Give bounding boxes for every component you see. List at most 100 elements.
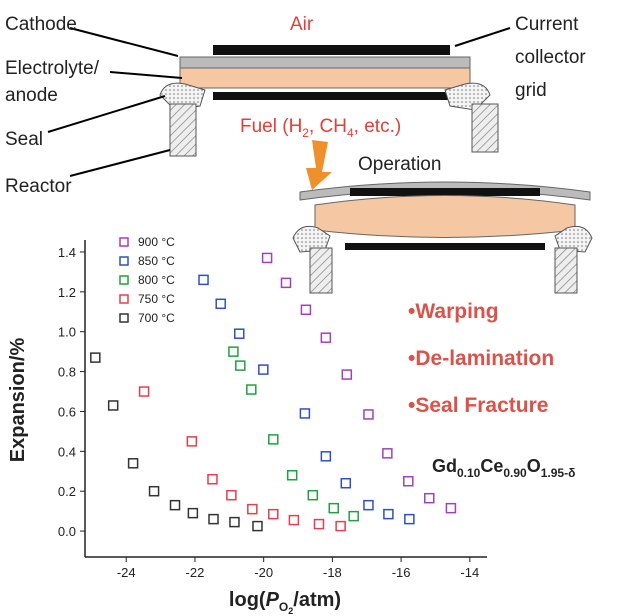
point bbox=[109, 401, 118, 410]
legend-swatch bbox=[120, 238, 128, 246]
text: Fuel (H bbox=[240, 116, 302, 137]
annotation: •Warping bbox=[408, 300, 499, 323]
y-tick-label: 1.0 bbox=[58, 325, 76, 340]
point bbox=[404, 477, 413, 486]
text: Gd bbox=[432, 456, 457, 476]
legend-label: 800 °C bbox=[138, 273, 175, 287]
legend-label: 850 °C bbox=[138, 254, 175, 268]
point bbox=[253, 522, 262, 531]
point bbox=[446, 504, 455, 513]
point bbox=[329, 504, 338, 513]
x-tick-label: -24 bbox=[117, 565, 136, 580]
figure: Cathode Electrolyte/ anode Seal Reactor … bbox=[0, 0, 623, 616]
point bbox=[216, 299, 225, 308]
point bbox=[230, 518, 239, 527]
y-tick-label: 1.2 bbox=[58, 285, 76, 300]
label: Fuel (H2, CH4, etc.) bbox=[240, 116, 401, 140]
point bbox=[91, 353, 100, 362]
point bbox=[140, 387, 149, 396]
point bbox=[187, 437, 196, 446]
text: 0.10 bbox=[457, 466, 481, 480]
label: grid bbox=[515, 80, 547, 101]
text: , etc.) bbox=[354, 116, 402, 137]
label: anode bbox=[5, 85, 58, 106]
text: log( bbox=[229, 589, 266, 611]
point bbox=[171, 501, 180, 510]
text: , CH bbox=[309, 116, 347, 137]
text: 1.95-δ bbox=[541, 466, 576, 480]
legend-swatch bbox=[120, 295, 128, 303]
label: Seal bbox=[5, 129, 43, 150]
point bbox=[199, 275, 208, 284]
x-tick-label: -20 bbox=[254, 565, 273, 580]
y-tick-label: 1.4 bbox=[58, 245, 76, 260]
point bbox=[364, 501, 373, 510]
legend-swatch bbox=[120, 276, 128, 284]
point bbox=[341, 479, 350, 488]
y-axis-label: Expansion/% bbox=[7, 338, 29, 463]
label: Reactor bbox=[5, 176, 72, 197]
point bbox=[289, 516, 298, 525]
point bbox=[150, 487, 159, 496]
point bbox=[229, 347, 238, 356]
annotation: •De-lamination bbox=[408, 347, 554, 370]
x-axis-label: log(PO2/atm) bbox=[229, 589, 341, 616]
point bbox=[247, 385, 256, 394]
y-tick-label: 0.6 bbox=[58, 404, 76, 419]
point bbox=[188, 509, 197, 518]
point bbox=[314, 520, 323, 529]
point bbox=[300, 409, 309, 418]
legend-swatch bbox=[120, 257, 128, 265]
y-tick-label: 0.2 bbox=[58, 484, 76, 499]
label: Current bbox=[515, 14, 579, 35]
point bbox=[342, 370, 351, 379]
text: 0.90 bbox=[503, 466, 527, 480]
point bbox=[288, 471, 297, 480]
annotation: •Seal Fracture bbox=[408, 394, 548, 417]
legend-swatch bbox=[120, 314, 128, 322]
point bbox=[129, 459, 138, 468]
text: Ce bbox=[480, 456, 503, 476]
x-tick-label: -18 bbox=[323, 565, 342, 580]
text: O bbox=[527, 456, 541, 476]
point bbox=[263, 253, 272, 262]
x-tick-label: -16 bbox=[392, 565, 411, 580]
label: collector bbox=[515, 47, 586, 68]
point bbox=[405, 515, 414, 524]
point bbox=[227, 491, 236, 500]
point bbox=[301, 305, 310, 314]
point bbox=[269, 510, 278, 519]
text: P bbox=[266, 589, 280, 611]
y-tick-label: 0.8 bbox=[58, 365, 76, 380]
point bbox=[259, 365, 268, 374]
point bbox=[321, 333, 330, 342]
formula: Gd0.10Ce0.90O1.95-δ bbox=[432, 456, 575, 480]
point bbox=[282, 278, 291, 287]
point bbox=[383, 449, 392, 458]
label: Cathode bbox=[5, 14, 77, 35]
x-tick-label: -22 bbox=[186, 565, 205, 580]
point bbox=[349, 512, 358, 521]
point bbox=[236, 361, 245, 370]
legend-label: 900 °C bbox=[138, 235, 175, 249]
point bbox=[321, 452, 330, 461]
text: /atm) bbox=[293, 589, 341, 611]
point bbox=[209, 515, 218, 524]
text: O bbox=[279, 600, 288, 614]
point bbox=[248, 505, 257, 514]
legend-label: 750 °C bbox=[138, 292, 175, 306]
x-tick-label: -14 bbox=[460, 565, 479, 580]
y-tick-label: 0.0 bbox=[58, 524, 76, 539]
point bbox=[364, 410, 373, 419]
label: Electrolyte/ bbox=[5, 58, 100, 79]
point bbox=[336, 522, 345, 531]
cell-diagram: Cathode Electrolyte/ anode Seal Reactor … bbox=[5, 14, 592, 293]
point bbox=[208, 475, 217, 484]
point bbox=[384, 510, 393, 519]
point bbox=[235, 329, 244, 338]
y-tick-label: 0.4 bbox=[58, 444, 76, 459]
point bbox=[308, 491, 317, 500]
point bbox=[425, 494, 434, 503]
legend-label: 700 °C bbox=[138, 311, 175, 325]
label: Air bbox=[290, 14, 314, 35]
